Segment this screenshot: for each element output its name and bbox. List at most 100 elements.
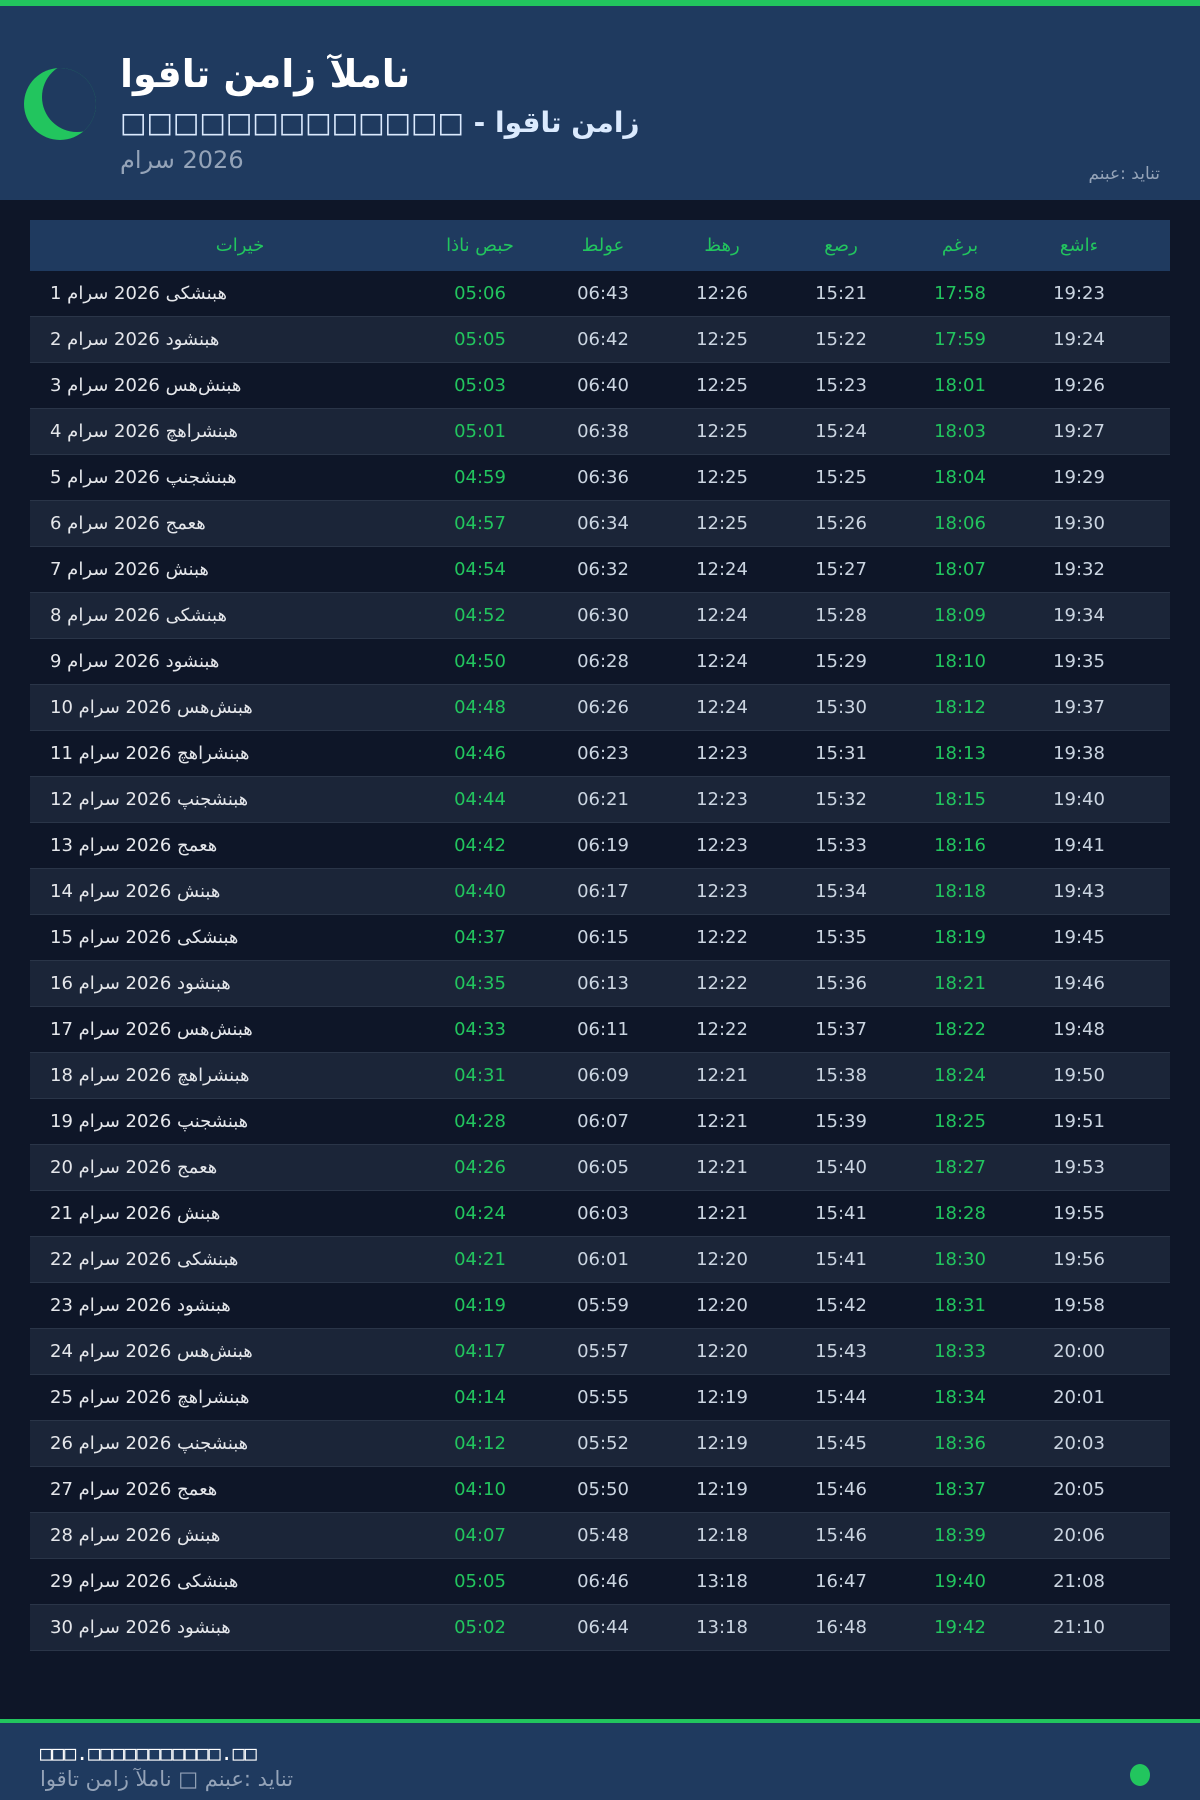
cell-dhuhr: 12:25	[696, 513, 748, 534]
column-header-asr: عصر	[824, 235, 858, 256]
cell-isha: 19:38	[1053, 743, 1105, 764]
cell-date: 26 مارس 2026 پنجشنبه	[50, 1433, 249, 1454]
cell-asr: 15:40	[815, 1157, 867, 1178]
table-row: 26 مارس 2026 پنجشنبه 04:12 05:52 12:19 15:45…	[30, 1421, 1170, 1467]
cell-fajr: 05:05	[454, 329, 506, 350]
table-row: 23 مارس 2026 دوشنبه 04:19 05:59 12:20 15:42 1…	[30, 1283, 1170, 1329]
cell-sunrise: 06:42	[577, 329, 629, 350]
cell-date: 17 مارس 2026 سه‌شنبه	[50, 1019, 253, 1040]
cell-dhuhr: 12:19	[696, 1479, 748, 1500]
table-row: 28 مارس 2026 شنبه 04:07 05:48 12:18 15:46 18:…	[30, 1513, 1170, 1559]
cell-date: 23 مارس 2026 دوشنبه	[50, 1295, 231, 1316]
cell-sunrise: 06:15	[577, 927, 629, 948]
cell-fajr: 04:17	[454, 1341, 506, 1362]
cell-sunrise: 06:01	[577, 1249, 629, 1270]
cell-sunrise: 06:03	[577, 1203, 629, 1224]
cell-maghrib: 18:15	[934, 789, 986, 810]
cell-date: 24 مارس 2026 سه‌شنبه	[50, 1341, 253, 1362]
table-body: 1 مارس 2026 یکشنبه 05:06 06:43 12:26 15:21 17…	[30, 271, 1170, 1651]
footer-text: اوقات نماز آلمان □ منبع: دیانت	[40, 1767, 294, 1791]
cell-date: 21 مارس 2026 شنبه	[50, 1203, 221, 1224]
cell-fajr: 05:03	[454, 375, 506, 396]
cell-fajr: 04:21	[454, 1249, 506, 1270]
cell-maghrib: 18:09	[934, 605, 986, 626]
cell-date: 4 مارس 2026 چهارشنبه	[50, 421, 239, 442]
cell-isha: 19:53	[1053, 1157, 1105, 1178]
cell-sunrise: 06:38	[577, 421, 629, 442]
cell-dhuhr: 12:25	[696, 467, 748, 488]
cell-asr: 15:28	[815, 605, 867, 626]
cell-maghrib: 18:04	[934, 467, 986, 488]
cell-fajr: 05:06	[454, 283, 506, 304]
cell-maghrib: 18:01	[934, 375, 986, 396]
cell-asr: 15:46	[815, 1479, 867, 1500]
cell-isha: 19:30	[1053, 513, 1105, 534]
cell-dhuhr: 12:22	[696, 1019, 748, 1040]
cell-isha: 19:29	[1053, 467, 1105, 488]
cell-sunrise: 06:23	[577, 743, 629, 764]
cell-date: 15 مارس 2026 یکشنبه	[50, 927, 239, 948]
cell-sunrise: 06:44	[577, 1617, 629, 1638]
table-row: 25 مارس 2026 چهارشنبه 04:14 05:55 12:19 15:4…	[30, 1375, 1170, 1421]
cell-fajr: 04:19	[454, 1295, 506, 1316]
cell-dhuhr: 12:22	[696, 973, 748, 994]
cell-isha: 20:01	[1053, 1387, 1105, 1408]
cell-maghrib: 18:34	[934, 1387, 986, 1408]
cell-fajr: 04:59	[454, 467, 506, 488]
cell-fajr: 05:01	[454, 421, 506, 442]
cell-asr: 15:25	[815, 467, 867, 488]
cell-isha: 19:45	[1053, 927, 1105, 948]
cell-isha: 19:24	[1053, 329, 1105, 350]
cell-sunrise: 05:50	[577, 1479, 629, 1500]
cell-isha: 21:08	[1053, 1571, 1105, 1592]
table-row: 9 مارس 2026 دوشنبه 04:50 06:28 12:24 15:29 18…	[30, 639, 1170, 685]
table-row: 21 مارس 2026 شنبه 04:24 06:03 12:21 15:41 18:…	[30, 1191, 1170, 1237]
column-header-fajr: اذان صبح	[446, 235, 514, 256]
footer-accent-line	[0, 1719, 1200, 1723]
cell-sunrise: 06:11	[577, 1019, 629, 1040]
cell-asr: 15:39	[815, 1111, 867, 1132]
cell-dhuhr: 12:19	[696, 1433, 748, 1454]
table-row: 19 مارس 2026 پنجشنبه 04:28 06:07 12:21 15:39…	[30, 1099, 1170, 1145]
crescent-moon-icon	[24, 68, 96, 140]
table-row: 1 مارس 2026 یکشنبه 05:06 06:43 12:26 15:21 17…	[30, 271, 1170, 317]
cell-sunrise: 06:26	[577, 697, 629, 718]
prayer-times-table: تاریخ اذان صبح طلوع ظهر عصر مغرب عشاء 1 مارس 2…	[30, 220, 1170, 1651]
cell-fajr: 04:26	[454, 1157, 506, 1178]
cell-dhuhr: 12:25	[696, 329, 748, 350]
page-footer: □□□.□□□□□□□□□□□.□□ اوقات نماز آلمان □ من…	[0, 1723, 1200, 1800]
cell-sunrise: 06:34	[577, 513, 629, 534]
cell-date: 10 مارس 2026 سه‌شنبه	[50, 697, 253, 718]
cell-dhuhr: 12:19	[696, 1387, 748, 1408]
cell-sunrise: 06:32	[577, 559, 629, 580]
cell-date: 18 مارس 2026 چهارشنبه	[50, 1065, 250, 1086]
cell-date: 7 مارس 2026 شنبه	[50, 559, 209, 580]
cell-fajr: 04:50	[454, 651, 506, 672]
cell-maghrib: 17:59	[934, 329, 986, 350]
cell-fajr: 05:02	[454, 1617, 506, 1638]
cell-asr: 15:36	[815, 973, 867, 994]
cell-fajr: 04:07	[454, 1525, 506, 1546]
cell-sunrise: 06:21	[577, 789, 629, 810]
table-row: 12 مارس 2026 پنجشنبه 04:44 06:21 12:23 15:32…	[30, 777, 1170, 823]
column-header-date: تاریخ	[215, 235, 265, 256]
table-row: 15 مارس 2026 یکشنبه 04:37 06:15 12:22 15:35 1…	[30, 915, 1170, 961]
cell-maghrib: 18:18	[934, 881, 986, 902]
cell-date: 6 مارس 2026 جمعه	[50, 513, 206, 534]
table-row: 18 مارس 2026 چهارشنبه 04:31 06:09 12:21 15:3…	[30, 1053, 1170, 1099]
cell-fajr: 04:33	[454, 1019, 506, 1040]
table-row: 24 مارس 2026 سه‌شنبه 04:17 05:57 12:20 15:43…	[30, 1329, 1170, 1375]
cell-sunrise: 05:48	[577, 1525, 629, 1546]
cell-dhuhr: 12:18	[696, 1525, 748, 1546]
table-row: 27 مارس 2026 جمعه 04:10 05:50 12:19 15:46 18:…	[30, 1467, 1170, 1513]
cell-sunrise: 05:52	[577, 1433, 629, 1454]
cell-asr: 15:33	[815, 835, 867, 856]
cell-date: 13 مارس 2026 جمعه	[50, 835, 218, 856]
cell-maghrib: 18:16	[934, 835, 986, 856]
cell-maghrib: 18:07	[934, 559, 986, 580]
top-accent-bar	[0, 0, 1200, 6]
cell-dhuhr: 12:20	[696, 1341, 748, 1362]
cell-asr: 15:29	[815, 651, 867, 672]
cell-sunrise: 06:30	[577, 605, 629, 626]
cell-isha: 19:32	[1053, 559, 1105, 580]
